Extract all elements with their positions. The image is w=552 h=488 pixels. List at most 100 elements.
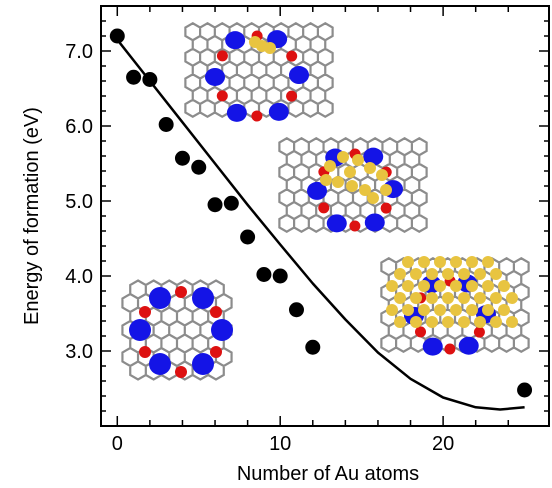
gold-atom — [482, 304, 494, 316]
gold-atom — [482, 280, 494, 292]
data-point — [158, 117, 174, 132]
pristine-vacancy-inset — [121, 279, 233, 381]
gold-atom — [450, 304, 462, 316]
gold-atom — [434, 280, 446, 292]
red-atom — [175, 286, 187, 298]
red-atom — [286, 50, 298, 62]
fit-curve — [116, 38, 525, 411]
gold-atom — [426, 316, 438, 328]
red-atom — [473, 326, 485, 338]
gold-atom — [394, 268, 406, 280]
data-point — [174, 150, 190, 166]
axis-ticks — [101, 6, 549, 426]
gold-atom — [434, 256, 446, 268]
gold-atom — [359, 184, 371, 196]
data-point — [207, 197, 223, 213]
blue-atom — [205, 67, 226, 86]
gold-atom — [426, 268, 438, 280]
gold-atom — [490, 316, 502, 328]
blue-atom — [225, 31, 246, 50]
gold-atom — [466, 256, 478, 268]
gold-atom — [418, 256, 430, 268]
gold-atom — [506, 292, 518, 304]
gold-atom — [466, 304, 478, 316]
x-axis-label: Number of Au atoms — [237, 463, 419, 485]
gold-atom — [264, 42, 276, 54]
gold-atom — [249, 36, 261, 48]
blue-atom — [192, 353, 214, 375]
gold-atom — [410, 316, 422, 328]
data-point — [126, 69, 142, 85]
blue-atom — [192, 287, 214, 309]
x-tick-label: 20 — [432, 433, 454, 455]
data-point — [223, 195, 239, 211]
blue-atom — [363, 147, 384, 166]
gold-atom — [364, 162, 376, 174]
data-point — [272, 268, 288, 284]
gold-atom — [442, 316, 454, 328]
gold-atom — [450, 280, 462, 292]
gold-atom — [344, 166, 356, 178]
data-point — [288, 302, 304, 318]
red-atom — [210, 346, 222, 358]
gold-atom — [442, 268, 454, 280]
gold-atom — [418, 304, 430, 316]
y-tick-label: 4.0 — [65, 266, 93, 288]
blue-atom — [422, 337, 443, 356]
blue-atom — [149, 287, 171, 309]
gold-atom — [402, 304, 414, 316]
red-atom — [175, 366, 187, 378]
tick-labels: 0 10 20 3.0 4.0 5.0 6.0 7.0 — [65, 41, 454, 455]
blue-atom — [364, 213, 385, 232]
gold-atom — [474, 316, 486, 328]
data-point — [517, 382, 533, 398]
gold-atom — [458, 292, 470, 304]
red-atom — [415, 326, 427, 338]
gold-atom — [458, 316, 470, 328]
red-atom — [216, 90, 228, 102]
gold-atom — [394, 292, 406, 304]
gold-atom — [426, 292, 438, 304]
gold-atom — [346, 180, 358, 192]
blue-atom — [226, 103, 247, 122]
gold-atom — [320, 174, 332, 186]
gold-atom — [442, 292, 454, 304]
blue-atom — [307, 181, 328, 200]
y-tick-label: 6.0 — [65, 116, 93, 138]
gold-atom — [324, 160, 336, 172]
red-atom — [349, 220, 361, 232]
gold-atom — [386, 280, 398, 292]
gold-atom — [332, 176, 344, 188]
data-point — [142, 72, 158, 87]
red-atom — [380, 202, 392, 214]
red-atom — [251, 110, 263, 122]
data-point — [256, 267, 272, 282]
y-tick-label: 5.0 — [65, 191, 93, 213]
gold-atom — [337, 151, 349, 163]
gold-atom — [410, 268, 422, 280]
gold-atom — [490, 292, 502, 304]
gold-atom — [394, 316, 406, 328]
data-point — [191, 159, 207, 175]
gold-atom — [506, 316, 518, 328]
blue-atom — [326, 214, 347, 233]
gold-atom — [410, 292, 422, 304]
gold-atom — [380, 184, 392, 196]
data-points — [109, 28, 533, 398]
gold-atom — [402, 256, 414, 268]
data-point — [305, 339, 321, 355]
red-atom — [286, 90, 298, 102]
insets — [121, 21, 530, 381]
gold-atom — [482, 256, 494, 268]
gold-atom — [490, 268, 502, 280]
au1-inset — [184, 21, 334, 122]
au10-inset — [278, 136, 428, 234]
y-tick-label: 3.0 — [65, 341, 93, 363]
gold-atom — [386, 304, 398, 316]
red-atom — [139, 346, 151, 358]
blue-atom — [149, 353, 171, 375]
data-point — [240, 229, 256, 245]
red-atom — [216, 50, 228, 62]
red-atom — [444, 343, 456, 355]
